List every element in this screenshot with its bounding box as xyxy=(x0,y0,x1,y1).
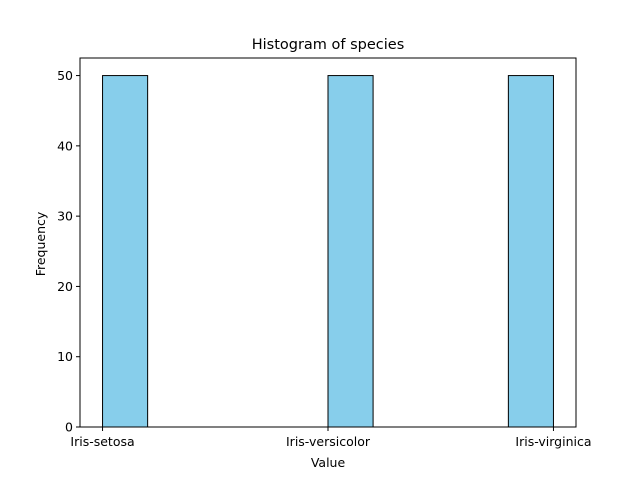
y-tick-label: 40 xyxy=(57,138,73,153)
plot-frame xyxy=(79,57,577,428)
x-axis-label: Value xyxy=(311,455,346,470)
x-axis-ticks: Iris-setosa Iris-versicolor Iris-virginica xyxy=(70,427,592,449)
y-tick-label: 0 xyxy=(65,420,73,435)
y-tick-label: 20 xyxy=(57,279,73,294)
bar-iris-virginica xyxy=(507,75,554,428)
bar-iris-setosa xyxy=(102,75,149,428)
bars-group xyxy=(102,75,554,428)
y-tick-label: 50 xyxy=(57,68,73,83)
bar-iris-versicolor xyxy=(327,75,374,428)
x-tick-label: Iris-setosa xyxy=(70,434,134,449)
x-tick-label: Iris-virginica xyxy=(515,434,591,449)
chart-title: Histogram of species xyxy=(252,37,405,53)
y-tick-label: 30 xyxy=(57,209,73,224)
x-tick-label: Iris-versicolor xyxy=(286,434,371,449)
y-axis-ticks: 0 10 20 30 40 50 xyxy=(57,68,80,435)
y-tick-label: 10 xyxy=(57,349,73,364)
y-axis-label: Frequency xyxy=(33,211,48,276)
